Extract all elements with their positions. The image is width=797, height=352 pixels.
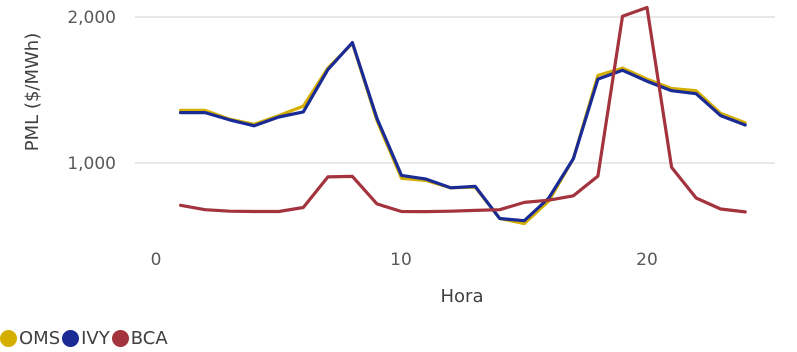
legend-marker-oms <box>0 329 17 347</box>
legend-marker-bca <box>111 329 129 347</box>
legend-item-bca: BCA <box>111 327 168 349</box>
x-tick-label-10: 10 <box>390 250 412 270</box>
legend-label-ivy: IVY <box>81 327 110 349</box>
x-tick-label-0: 0 <box>151 250 162 270</box>
x-axis-title: Hora <box>441 286 484 307</box>
y-tick-label-1000: 1,000 <box>67 154 116 174</box>
series-line-oms <box>179 41 747 226</box>
x-tick-labels: 0 10 20 <box>151 250 658 270</box>
y-tick-label-2000: 2,000 <box>67 8 116 28</box>
legend-label-bca: BCA <box>130 327 168 349</box>
legend-item-oms: OMS <box>0 328 60 349</box>
legend: OMS IVY BCA <box>0 325 170 351</box>
legend-marker-ivy <box>62 329 80 347</box>
legend-label-oms: OMS <box>19 327 61 349</box>
series-lines <box>179 5 747 226</box>
series-line-bca <box>179 5 747 214</box>
y-tick-labels: 2,000 1,000 <box>67 8 116 174</box>
series-line-ivy <box>179 40 747 223</box>
x-tick-label-20: 20 <box>636 250 658 270</box>
y-axis-title: PML ($/MWh) <box>22 33 43 151</box>
gridlines <box>135 16 775 164</box>
legend-item-ivy: IVY <box>62 328 110 349</box>
